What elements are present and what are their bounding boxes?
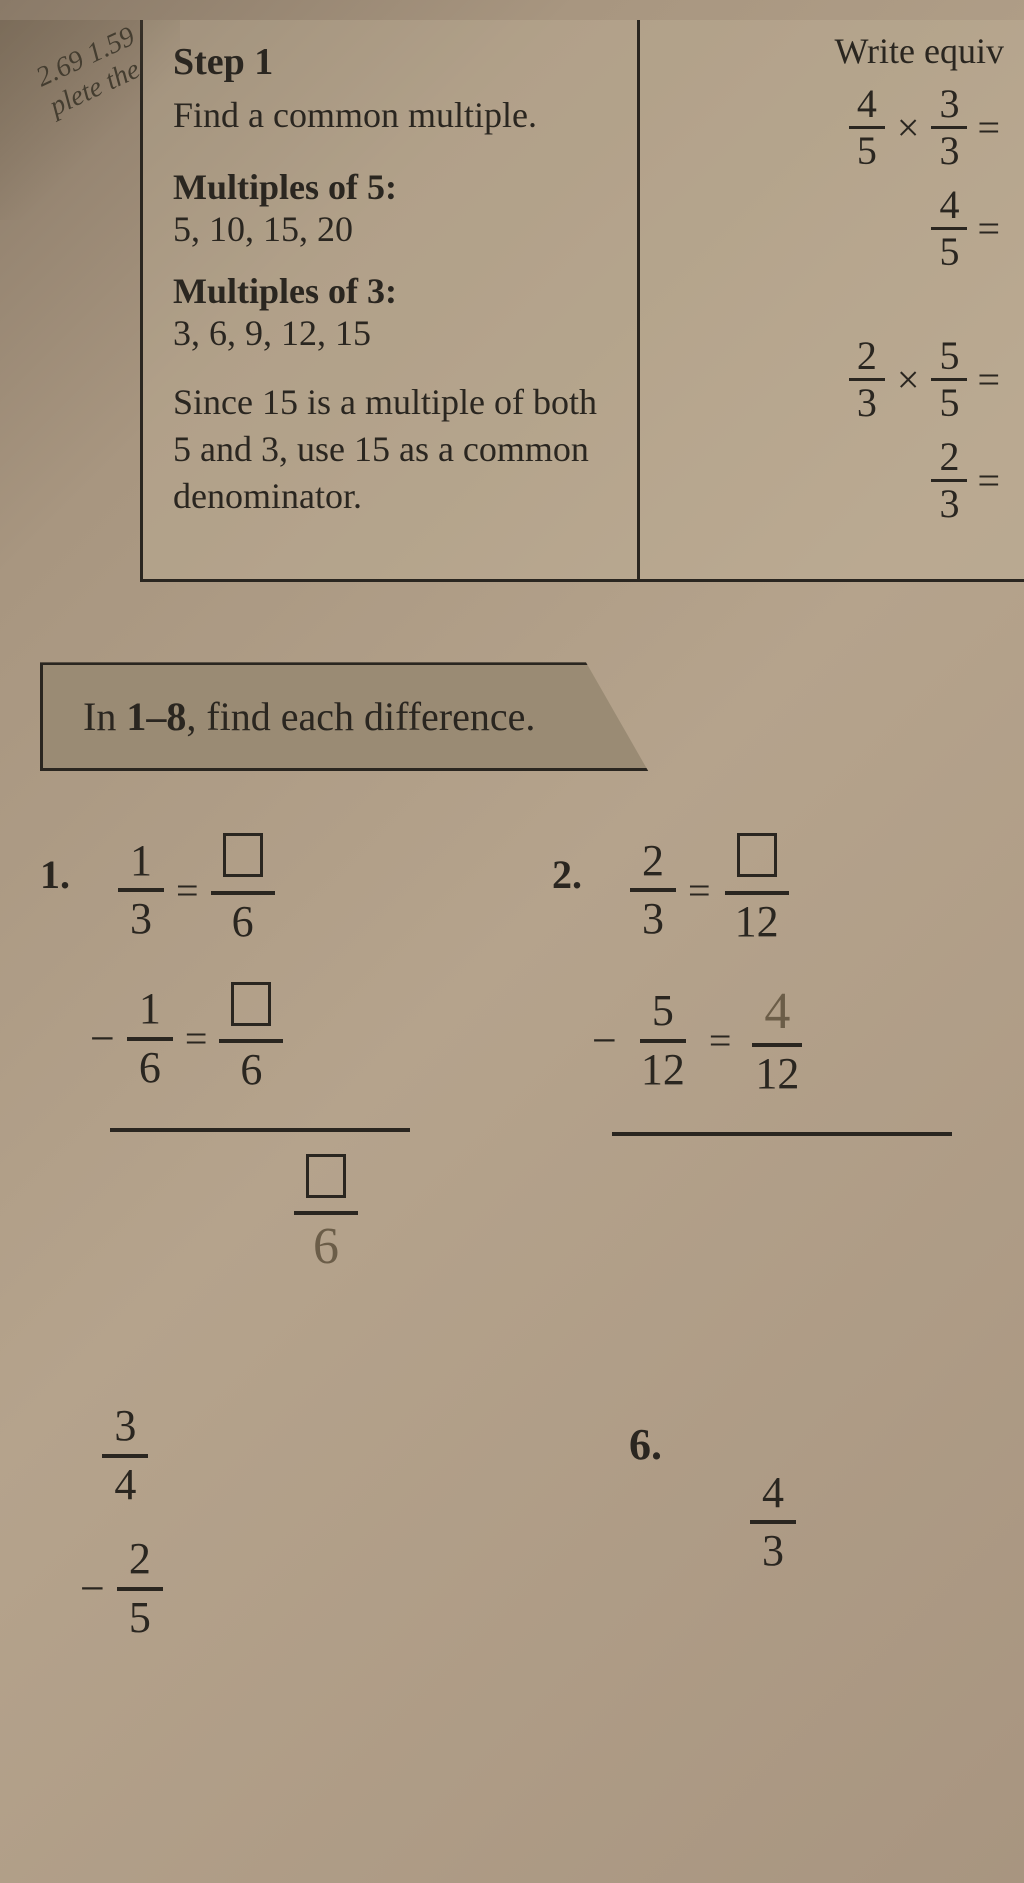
problem-1-answer: 6 — [180, 1152, 472, 1279]
times-icon: × — [897, 356, 920, 403]
multiples-3-list: 3, 6, 9, 12, 15 — [173, 312, 607, 354]
example-left-cell: Step 1 Find a common multiple. Multiples… — [143, 20, 640, 579]
equals-icon: = — [977, 356, 1000, 403]
problem-number-2: 2. — [552, 831, 582, 898]
problem-6: 6. 4 3 — [629, 1399, 804, 1645]
bottom-left-fracs: 3 4 − 2 5 — [80, 1399, 171, 1645]
frac-4-3: 4 3 — [750, 1466, 796, 1579]
minus-icon: − — [80, 1563, 105, 1614]
answer-box[interactable] — [223, 833, 263, 877]
problem-number-6: 6. — [629, 1399, 662, 1470]
example-table: Step 1 Find a common multiple. Multiples… — [140, 20, 1024, 582]
equals-icon: = — [688, 867, 711, 914]
instruction-banner: In 1–8, find each difference. — [40, 662, 984, 771]
equals-icon: = — [977, 104, 1000, 151]
equals-icon: = — [185, 1015, 208, 1062]
step-title: Step 1 — [173, 40, 607, 84]
page-edge-text: 2.69 1.59 plete the — [31, 21, 153, 123]
equation-2b: 2 3 = — [670, 435, 1004, 526]
frac-box-12: 12 — [723, 831, 791, 949]
frac-2-3: 2 3 — [630, 834, 676, 947]
multiples-3-label: Multiples of 3: — [173, 270, 607, 312]
frac-1-3: 1 3 — [118, 834, 164, 947]
minus-icon: − — [592, 1015, 617, 1066]
minus-icon: − — [90, 1013, 115, 1064]
problem-1-bottom: − 1 6 = 6 — [90, 980, 472, 1098]
answer-box[interactable] — [306, 1154, 346, 1198]
frac-2-3b: 2 3 — [931, 435, 967, 526]
frac-2-5: 2 5 — [117, 1532, 163, 1645]
frac-pencil-12: 4 12 — [743, 980, 811, 1102]
frac-3-4: 3 4 — [88, 1399, 163, 1512]
equation-2: 2 3 × 5 5 = — [670, 334, 1004, 425]
problem-2-bottom: − 5 12 = 4 12 — [592, 980, 984, 1102]
step-conclusion: Since 15 is a multiple of both 5 and 3, … — [173, 379, 607, 519]
multiples-5-label: Multiples of 5: — [173, 166, 607, 208]
frac-4-5b: 4 5 — [931, 183, 967, 274]
equation-1b: 4 5 = — [670, 183, 1004, 274]
banner-text: In 1–8, find each difference. — [83, 694, 535, 739]
bottom-problems: 3 4 − 2 5 6. 4 3 — [40, 1399, 984, 1645]
answer-frac: 6 — [294, 1152, 358, 1279]
subtraction-line — [612, 1132, 952, 1136]
example-right-cell: Write equiv 4 5 × 3 3 = 4 5 = 2 3 — [640, 20, 1024, 579]
right-header: Write equiv — [670, 30, 1004, 72]
equals-icon: = — [977, 457, 1000, 504]
frac-2-3: 2 3 — [849, 334, 885, 425]
equation-1: 4 5 × 3 3 = — [670, 82, 1004, 173]
problems-row: 1. 1 3 = 6 − 1 6 = 6 — [40, 831, 984, 1279]
frac-3-3: 3 3 — [931, 82, 967, 173]
multiples-5-list: 5, 10, 15, 20 — [173, 208, 607, 250]
answer-box[interactable] — [231, 982, 271, 1026]
frac-box-6: 6 — [211, 831, 275, 949]
problem-number-1: 1. — [40, 831, 70, 898]
frac-1-6: 1 6 — [127, 982, 173, 1095]
equals-icon: = — [176, 867, 199, 914]
frac-4-5: 4 5 — [849, 82, 885, 173]
problem-1-top: 1. 1 3 = 6 — [40, 831, 472, 949]
answer-box[interactable] — [737, 833, 777, 877]
problem-1: 1. 1 3 = 6 − 1 6 = 6 — [40, 831, 472, 1279]
banner-shape: In 1–8, find each difference. — [40, 662, 820, 771]
problem-2: 2. 2 3 = 12 − 5 12 = 4 12 — [552, 831, 984, 1279]
frac-5-5: 5 5 — [931, 334, 967, 425]
equals-icon: = — [709, 1017, 732, 1064]
frac-box-6b: 6 — [219, 980, 283, 1098]
step-description: Find a common multiple. — [173, 94, 607, 136]
subtraction-line — [110, 1128, 410, 1132]
problem-2-top: 2. 2 3 = 12 — [552, 831, 984, 949]
times-icon: × — [897, 104, 920, 151]
frac-5-12: 5 12 — [629, 984, 697, 1097]
equals-icon: = — [977, 205, 1000, 252]
